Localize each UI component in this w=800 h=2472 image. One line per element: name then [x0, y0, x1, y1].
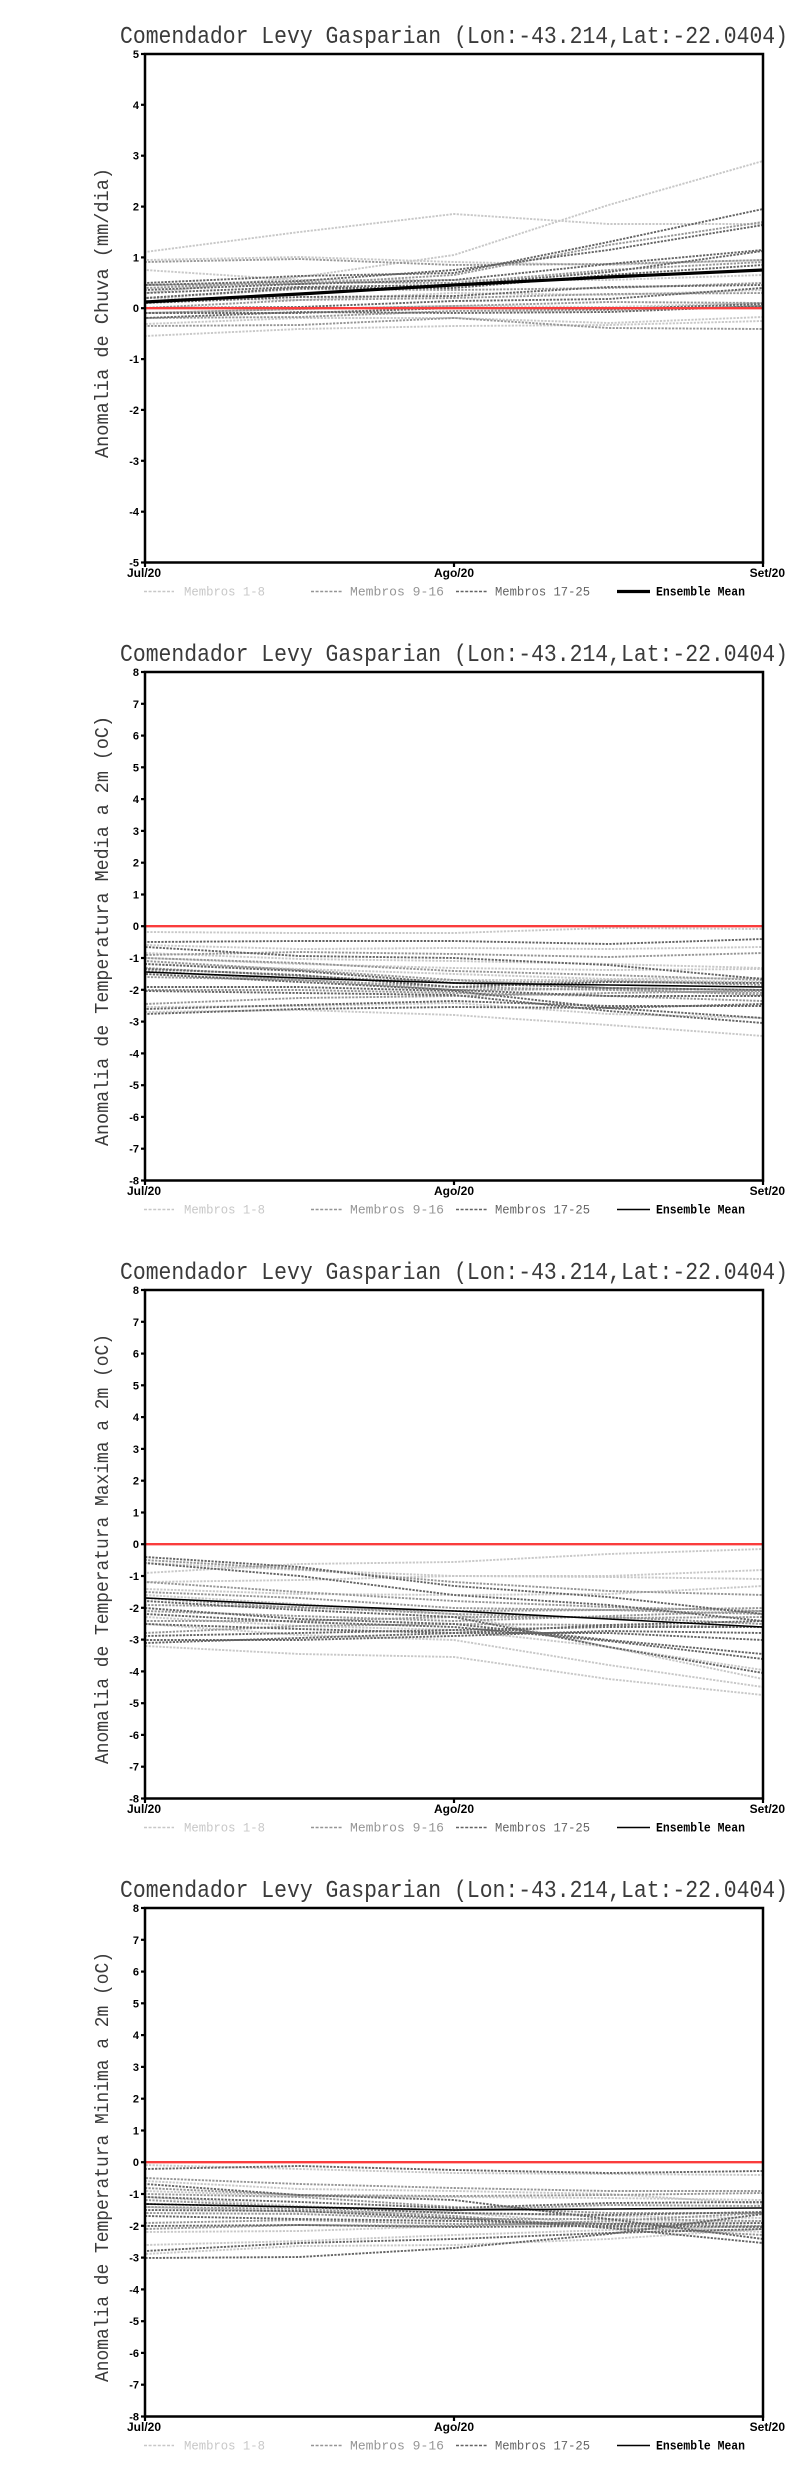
svg-text:-2: -2 [129, 405, 139, 417]
svg-text:-8: -8 [129, 1176, 139, 1188]
svg-text:-4: -4 [129, 2284, 140, 2296]
svg-text:Membros 17-25: Membros 17-25 [495, 585, 590, 600]
svg-text:Membros 1-8: Membros 1-8 [184, 1821, 265, 1836]
svg-text:Ensemble Mean: Ensemble Mean [656, 1822, 745, 1836]
svg-text:1: 1 [133, 252, 139, 264]
svg-text:Comendador Levy Gasparian (Lon: Comendador Levy Gasparian (Lon:-43.214,L… [120, 642, 788, 669]
svg-text:2: 2 [133, 1476, 139, 1488]
svg-text:-8: -8 [129, 2412, 139, 2424]
svg-text:Ensemble Mean: Ensemble Mean [656, 2440, 745, 2454]
svg-text:Membros 1-8: Membros 1-8 [184, 1203, 265, 1218]
svg-text:-3: -3 [129, 456, 139, 468]
svg-text:Ensemble Mean: Ensemble Mean [656, 1204, 745, 1218]
svg-text:5: 5 [133, 49, 139, 61]
svg-text:Set/20: Set/20 [750, 566, 786, 580]
svg-text:Anomalia de Temperatura Media: Anomalia de Temperatura Media a 2m (oC) [92, 716, 114, 1146]
svg-text:4: 4 [133, 794, 140, 806]
svg-text:-3: -3 [129, 1635, 139, 1647]
svg-text:2: 2 [133, 202, 139, 214]
svg-text:4: 4 [133, 100, 140, 112]
svg-text:-1: -1 [129, 1571, 139, 1583]
svg-text:-1: -1 [129, 953, 139, 965]
svg-text:-4: -4 [129, 1048, 140, 1060]
svg-text:Ago/20: Ago/20 [434, 1802, 474, 1816]
svg-text:Jul/20: Jul/20 [127, 2420, 161, 2434]
svg-text:Jul/20: Jul/20 [127, 1184, 161, 1198]
svg-text:Anomalia de Chuva (mm/dia): Anomalia de Chuva (mm/dia) [92, 168, 114, 458]
svg-text:-2: -2 [129, 1603, 139, 1615]
svg-text:-6: -6 [129, 1112, 139, 1124]
svg-text:Ago/20: Ago/20 [434, 2420, 474, 2434]
svg-text:-7: -7 [129, 1762, 139, 1774]
svg-text:-6: -6 [129, 1730, 139, 1742]
svg-text:Jul/20: Jul/20 [127, 1802, 161, 1816]
svg-text:-5: -5 [129, 1698, 139, 1710]
svg-text:Set/20: Set/20 [750, 1802, 786, 1816]
svg-text:Set/20: Set/20 [750, 1184, 786, 1198]
svg-text:4: 4 [133, 1412, 140, 1424]
svg-text:-6: -6 [129, 2348, 139, 2360]
svg-text:-5: -5 [129, 2316, 139, 2328]
svg-text:1: 1 [133, 2126, 139, 2138]
svg-text:6: 6 [133, 731, 139, 743]
svg-text:Membros 17-25: Membros 17-25 [495, 1203, 590, 1218]
svg-text:-5: -5 [129, 1080, 139, 1092]
svg-text:5: 5 [133, 762, 139, 774]
svg-text:-2: -2 [129, 2221, 139, 2233]
svg-text:Ago/20: Ago/20 [434, 1184, 474, 1198]
svg-text:0: 0 [133, 303, 139, 315]
svg-text:Membros 9-16: Membros 9-16 [350, 1203, 444, 1218]
svg-text:2: 2 [133, 858, 139, 870]
svg-text:Anomalia de Temperatura Maxima: Anomalia de Temperatura Maxima a 2m (oC) [92, 1334, 114, 1764]
svg-text:0: 0 [133, 921, 139, 933]
svg-text:3: 3 [133, 1444, 139, 1456]
svg-text:-5: -5 [129, 558, 139, 570]
svg-text:3: 3 [133, 826, 139, 838]
svg-text:-1: -1 [129, 2189, 139, 2201]
svg-text:7: 7 [133, 699, 139, 711]
svg-text:0: 0 [133, 1539, 139, 1551]
svg-text:-7: -7 [129, 1144, 139, 1156]
svg-text:Membros 1-8: Membros 1-8 [184, 585, 265, 600]
svg-text:-4: -4 [129, 507, 140, 519]
svg-text:1: 1 [133, 1508, 139, 1520]
svg-text:8: 8 [133, 1285, 139, 1297]
svg-text:-1: -1 [129, 354, 139, 366]
svg-text:5: 5 [133, 1380, 139, 1392]
svg-text:8: 8 [133, 1903, 139, 1915]
svg-text:3: 3 [133, 2062, 139, 2074]
svg-text:5: 5 [133, 1998, 139, 2010]
svg-text:Anomalia de Temperatura Minima: Anomalia de Temperatura Minima a 2m (oC) [92, 1952, 114, 2382]
svg-text:6: 6 [133, 1349, 139, 1361]
svg-text:Membros 1-8: Membros 1-8 [184, 2439, 265, 2454]
svg-text:Membros 9-16: Membros 9-16 [350, 585, 444, 600]
svg-text:-4: -4 [129, 1666, 140, 1678]
svg-text:Membros 17-25: Membros 17-25 [495, 2439, 590, 2454]
svg-text:Ago/20: Ago/20 [434, 566, 474, 580]
svg-text:1: 1 [133, 890, 139, 902]
svg-text:Comendador Levy Gasparian (Lon: Comendador Levy Gasparian (Lon:-43.214,L… [120, 24, 788, 51]
svg-text:Comendador Levy Gasparian (Lon: Comendador Levy Gasparian (Lon:-43.214,L… [120, 1260, 788, 1287]
svg-text:0: 0 [133, 2157, 139, 2169]
svg-text:8: 8 [133, 667, 139, 679]
svg-text:Comendador Levy Gasparian (Lon: Comendador Levy Gasparian (Lon:-43.214,L… [120, 1878, 788, 1905]
svg-text:7: 7 [133, 1317, 139, 1329]
svg-text:-8: -8 [129, 1794, 139, 1806]
svg-text:4: 4 [133, 2030, 140, 2042]
svg-text:Membros 17-25: Membros 17-25 [495, 1821, 590, 1836]
svg-text:-3: -3 [129, 2253, 139, 2265]
svg-text:Membros 9-16: Membros 9-16 [350, 1821, 444, 1836]
svg-text:-7: -7 [129, 2380, 139, 2392]
svg-text:6: 6 [133, 1967, 139, 1979]
svg-text:-2: -2 [129, 985, 139, 997]
svg-text:Membros 9-16: Membros 9-16 [350, 2439, 444, 2454]
svg-text:Set/20: Set/20 [750, 2420, 786, 2434]
svg-text:2: 2 [133, 2094, 139, 2106]
svg-text:Jul/20: Jul/20 [127, 566, 161, 580]
svg-text:-3: -3 [129, 1017, 139, 1029]
svg-text:Ensemble Mean: Ensemble Mean [656, 586, 745, 600]
svg-text:3: 3 [133, 151, 139, 163]
svg-text:7: 7 [133, 1935, 139, 1947]
